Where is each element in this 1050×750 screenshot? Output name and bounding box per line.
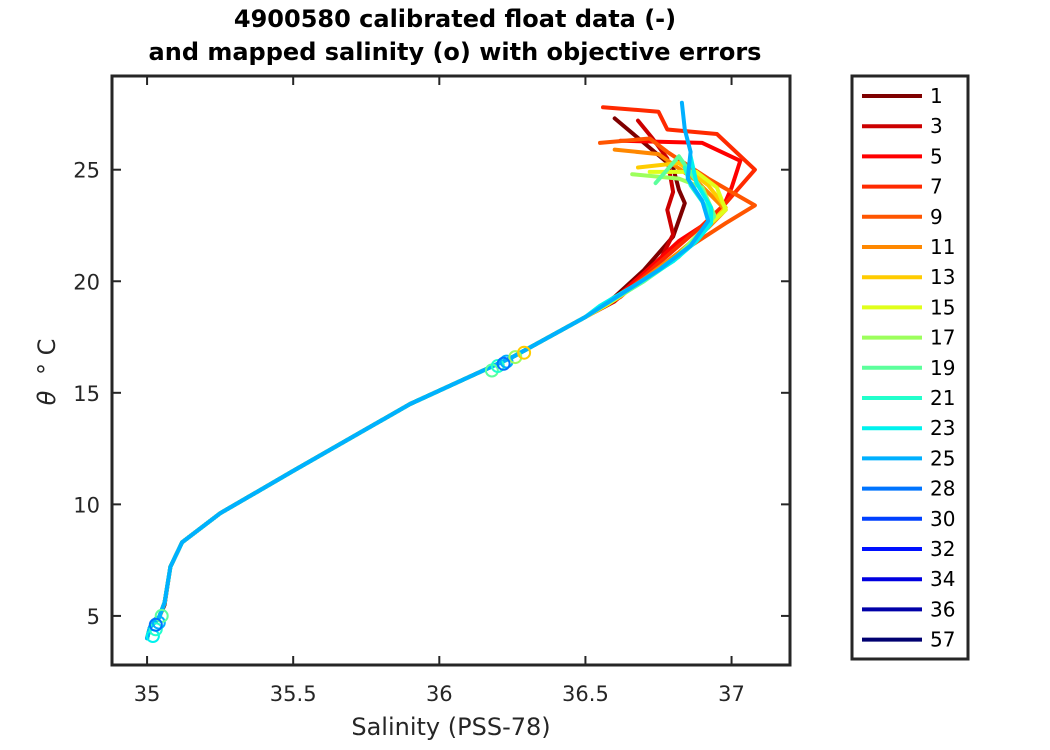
y-tick-label: 5	[87, 605, 100, 629]
legend-label: 36	[930, 597, 955, 621]
legend-label: 5	[930, 144, 943, 168]
legend-entry: 3	[862, 114, 943, 138]
legend-label: 11	[930, 235, 955, 259]
legend-entry: 34	[862, 567, 955, 591]
legend-label: 23	[930, 416, 955, 440]
legend-label: 3	[930, 114, 943, 138]
y-tick-label: 10	[73, 493, 100, 517]
mapped-salinity-marker-1	[148, 622, 163, 637]
legend-label: 7	[930, 175, 943, 199]
legend-entry: 15	[862, 295, 955, 319]
legend-entry: 5	[862, 144, 943, 168]
legend-entry: 32	[862, 537, 955, 561]
chart-title-line-1: 4900580 calibrated float data (-)	[234, 5, 676, 33]
x-tick-label: 35	[134, 682, 161, 706]
legend-entry: 1	[862, 84, 943, 108]
x-tick-label: 36	[426, 682, 453, 706]
x-tick-label: 36.5	[562, 682, 609, 706]
legend-entry: 9	[862, 205, 943, 229]
legend-entry: 25	[862, 446, 955, 470]
y-tick-labels: 5 10 15 20 25	[73, 159, 100, 629]
mapped-salinity-marker-2	[151, 615, 166, 630]
chart-title-line-2: and mapped salinity (o) with objective e…	[149, 38, 762, 66]
mapped-salinity-marker-4	[148, 617, 163, 632]
y-axis-label-symbol: θ	[33, 390, 61, 405]
legend-entry: 17	[862, 326, 955, 350]
series-line-25	[145, 100, 711, 641]
legend-label: 21	[930, 386, 955, 410]
mapped-salinity-marker-9	[517, 345, 532, 360]
legend-label: 25	[930, 446, 955, 470]
y-axis-label-unit: ° C	[33, 339, 61, 375]
legend-label: 28	[930, 477, 955, 501]
legend-entry: 28	[862, 477, 955, 501]
legend-entry: 36	[862, 597, 955, 621]
x-tick-label: 35.5	[270, 682, 317, 706]
y-axis-label: θ ° C	[33, 339, 61, 406]
x-axis-label: Salinity (PSS-78)	[351, 713, 550, 741]
legend-entry: 7	[862, 175, 943, 199]
legend-label: 9	[930, 205, 943, 229]
y-tick-label: 25	[73, 159, 100, 183]
plot-frame	[110, 74, 792, 667]
legend-label: 15	[930, 295, 955, 319]
plot-content	[145, 100, 757, 643]
y-tick-label: 15	[73, 382, 100, 406]
legend-entry: 19	[862, 356, 955, 380]
legend-label: 30	[930, 507, 955, 531]
legend-label: 1	[930, 84, 943, 108]
legend-entry: 30	[862, 507, 955, 531]
legend-label: 32	[930, 537, 955, 561]
legend-entry: 13	[862, 265, 955, 289]
legend-entry: 11	[862, 235, 955, 259]
legend-entry: 57	[862, 628, 955, 652]
x-tick-labels: 35 35.5 36 36.5 37	[134, 682, 745, 706]
legend-label: 34	[930, 567, 955, 591]
legend-label: 17	[930, 326, 955, 350]
svg-text:θ ° C: θ ° C	[33, 339, 61, 406]
plot-area	[112, 76, 790, 665]
y-tick-label: 20	[73, 270, 100, 294]
legend-entry: 21	[862, 386, 955, 410]
mapped-salinity-marker-10	[496, 356, 511, 371]
legend-label: 57	[930, 628, 955, 652]
legend-entry: 23	[862, 416, 955, 440]
x-tick-label: 37	[718, 682, 745, 706]
legend-label: 13	[930, 265, 955, 289]
legend-label: 19	[930, 356, 955, 380]
